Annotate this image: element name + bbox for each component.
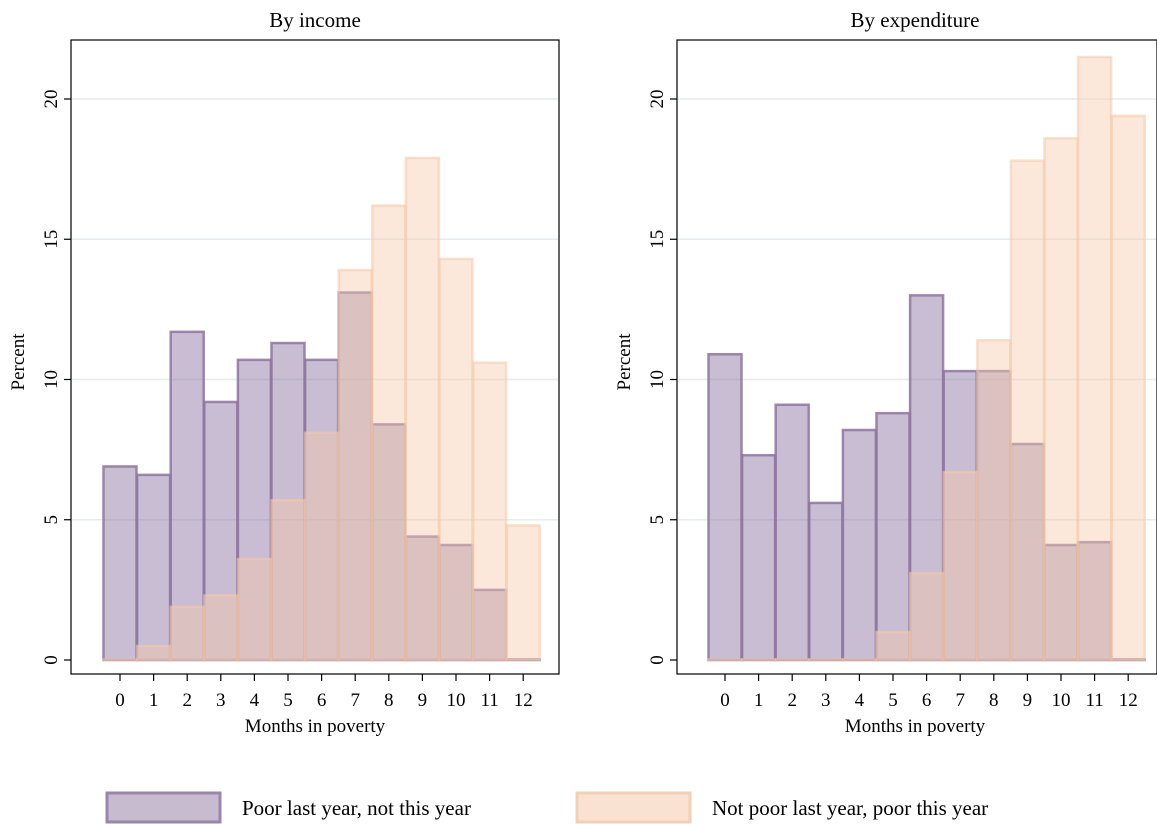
x-tick-label: 0: [115, 690, 125, 711]
x-axis-label: Months in poverty: [845, 716, 986, 737]
y-tick-label: 0: [41, 655, 62, 665]
bar-not-poor-last-year-7: [942, 470, 978, 662]
x-tick-label: 7: [955, 690, 965, 711]
y-tick-label: 0: [647, 655, 668, 665]
x-axis-label: Months in poverty: [245, 716, 386, 737]
bar-not-poor-last-year-0: [102, 658, 138, 662]
y-tick-label: 20: [647, 90, 668, 109]
legend-swatch-2: [575, 791, 692, 824]
x-tick-label: 0: [720, 690, 730, 711]
bar-not-poor-last-year-8: [976, 338, 1012, 662]
legend-label-1: Poor last year, not this year: [242, 796, 471, 820]
x-tick-label: 12: [514, 690, 533, 711]
bar-poor-last-year-0: [102, 465, 138, 662]
y-tick-label: 5: [647, 515, 668, 525]
bar-not-poor-last-year-11: [471, 361, 508, 662]
x-tick-label: 10: [1052, 690, 1071, 711]
bar-poor-last-year-3: [808, 501, 844, 662]
panel-title: By income: [269, 8, 361, 32]
bar-not-poor-last-year-12: [1110, 114, 1146, 662]
bar-not-poor-last-year-5: [875, 630, 911, 662]
bar-not-poor-last-year-12: [505, 524, 541, 662]
x-tick-label: 11: [480, 690, 498, 711]
x-tick-label: 9: [1023, 690, 1033, 711]
bar-not-poor-last-year-7: [337, 268, 373, 662]
x-tick-label: 8: [989, 690, 999, 711]
x-tick-label: 7: [350, 690, 360, 711]
bar-not-poor-last-year-0: [707, 658, 743, 662]
bar-not-poor-last-year-6: [908, 571, 945, 662]
y-tick-label: 10: [41, 370, 62, 389]
bar-not-poor-last-year-1: [135, 644, 172, 662]
bar-not-poor-last-year-3: [203, 594, 239, 662]
bar-poor-last-year-1: [740, 453, 777, 662]
bar-not-poor-last-year-1: [740, 658, 777, 662]
bar-not-poor-last-year-4: [236, 557, 273, 662]
bar-poor-last-year-7: [942, 369, 978, 662]
bar-poor-last-year-0: [707, 353, 743, 662]
y-axis-label: Percent: [8, 333, 29, 391]
x-tick-label: 10: [447, 690, 466, 711]
x-tick-label: 12: [1119, 690, 1138, 711]
x-tick-label: 6: [922, 690, 932, 711]
bar-not-poor-last-year-2: [169, 605, 205, 662]
x-tick-label: 4: [250, 690, 260, 711]
bar-not-poor-last-year-8: [371, 204, 407, 662]
bar-not-poor-last-year-6: [303, 431, 340, 662]
bar-not-poor-last-year-2: [774, 658, 810, 662]
legend: Poor last year, not this year Not poor la…: [105, 791, 988, 824]
x-tick-label: 1: [754, 690, 764, 711]
y-tick-label: 15: [647, 230, 668, 249]
bar-poor-last-year-5: [875, 411, 911, 662]
x-tick-label: 4: [855, 690, 865, 711]
bar-not-poor-last-year-5: [270, 498, 306, 662]
x-tick-label: 8: [384, 690, 394, 711]
x-tick-label: 9: [418, 690, 428, 711]
bar-not-poor-last-year-10: [1043, 137, 1079, 662]
y-tick-label: 10: [647, 370, 668, 389]
x-tick-label: 5: [283, 690, 293, 711]
x-tick-label: 5: [888, 690, 898, 711]
bar-poor-last-year-3: [203, 400, 239, 662]
bar-poor-last-year-10: [438, 543, 474, 662]
bar-not-poor-last-year-9: [404, 156, 441, 662]
y-tick-label: 15: [41, 230, 62, 249]
bar-not-poor-last-year-10: [438, 257, 474, 662]
legend-swatch-1: [105, 791, 222, 824]
panel-title: By expenditure: [851, 8, 980, 32]
x-tick-label: 2: [787, 690, 797, 711]
x-tick-label: 3: [216, 690, 226, 711]
y-tick-label: 5: [41, 515, 62, 525]
bar-poor-last-year-4: [841, 428, 878, 662]
x-tick-label: 3: [821, 690, 831, 711]
plot-area: [70, 39, 560, 675]
y-axis-label: Percent: [614, 333, 635, 391]
bar-not-poor-last-year-4: [841, 658, 878, 662]
bar-poor-last-year-2: [774, 403, 810, 662]
bar-not-poor-last-year-3: [808, 658, 844, 662]
legend-label-2: Not poor last year, poor this year: [712, 796, 988, 820]
x-tick-label: 2: [182, 690, 192, 711]
bar-poor-last-year-1: [135, 473, 172, 662]
bar-not-poor-last-year-9: [1009, 159, 1046, 662]
bar-not-poor-last-year-11: [1076, 55, 1113, 662]
x-tick-label: 11: [1085, 690, 1103, 711]
y-tick-label: 20: [41, 90, 62, 109]
x-tick-label: 6: [317, 690, 327, 711]
x-tick-label: 1: [149, 690, 159, 711]
